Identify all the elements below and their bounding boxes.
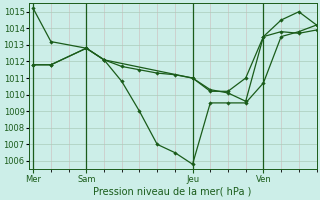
X-axis label: Pression niveau de la mer( hPa ): Pression niveau de la mer( hPa ): [93, 187, 252, 197]
